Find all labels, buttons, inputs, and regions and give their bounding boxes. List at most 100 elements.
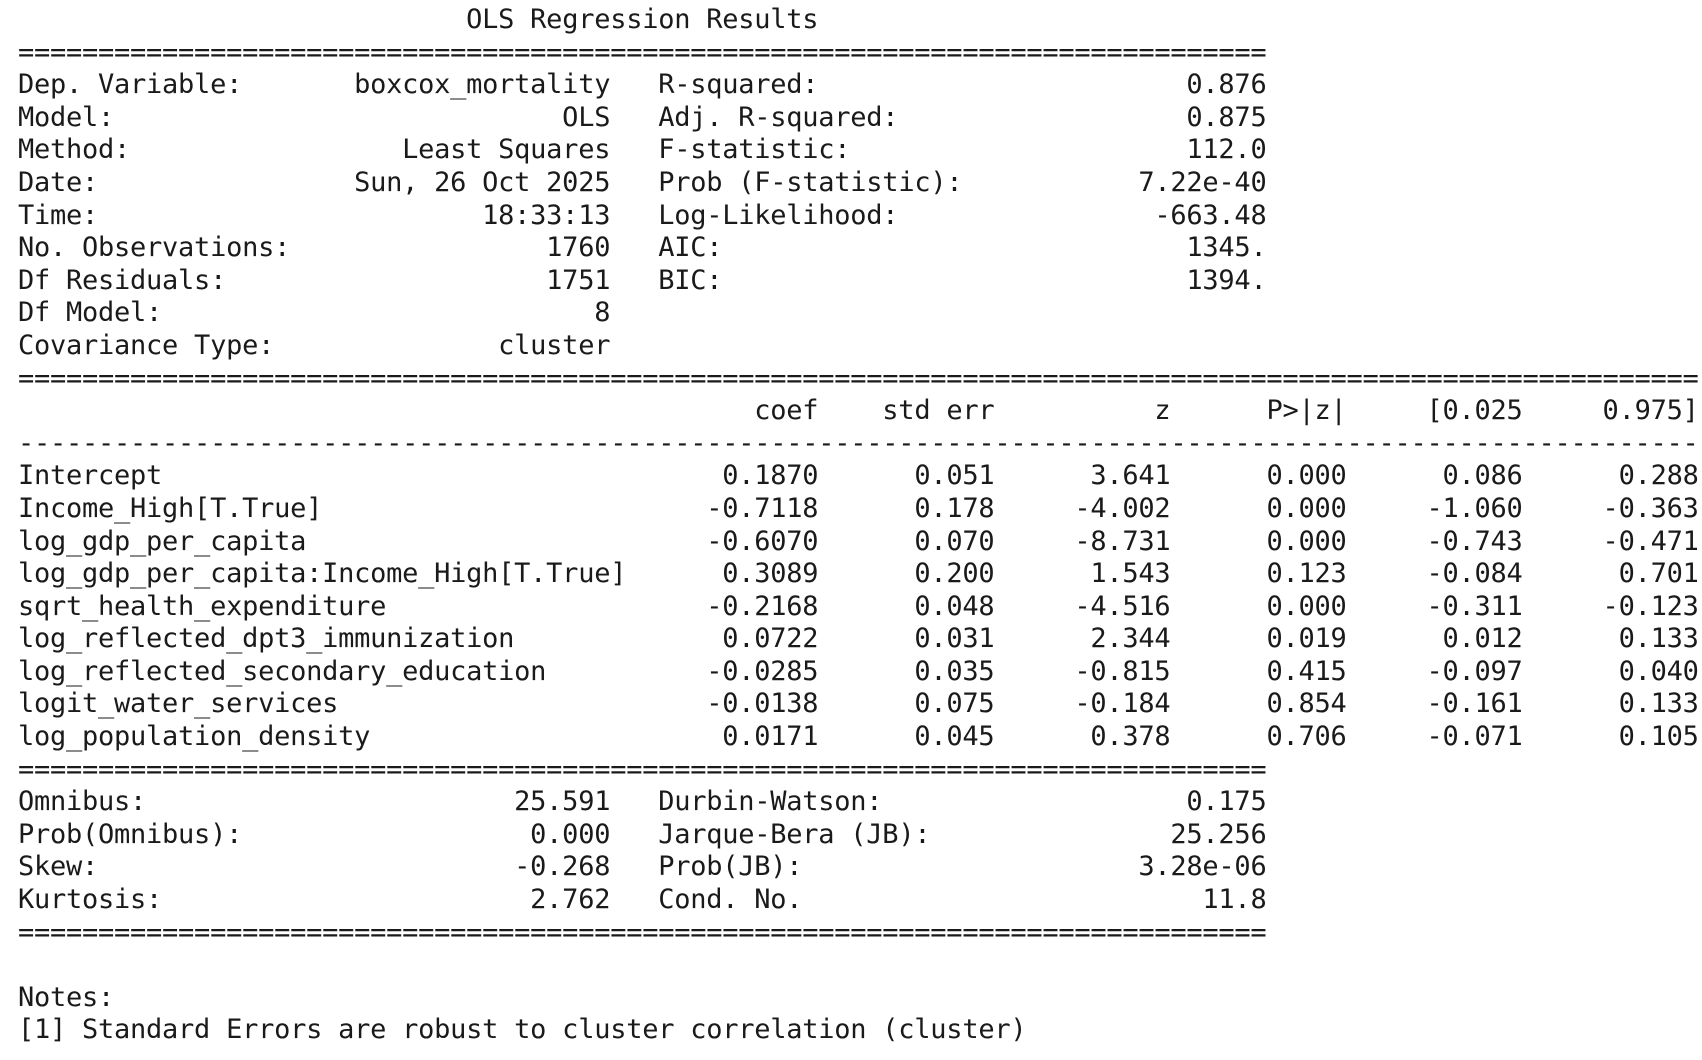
variable-name: Intercept <box>18 460 643 492</box>
stat-label: Date: <box>18 166 339 198</box>
table-cell: 1.543 <box>994 558 1171 590</box>
title-line: OLS Regression Results <box>18 4 1699 37</box>
table-row: log_reflected_dpt3_immunization 0.0722 0… <box>18 623 1699 656</box>
table-cell: -0.084 <box>1346 558 1523 590</box>
gap <box>610 232 658 263</box>
stat-value: 1751 <box>338 264 611 296</box>
variable-name: log_population_density <box>18 721 643 753</box>
table-cell: 0.040 <box>1522 655 1699 687</box>
stat-value: 0.175 <box>1010 786 1267 818</box>
notes-heading-line: Notes: <box>18 982 1699 1015</box>
top-stats-row: No. Observations: 1760 AIC: 1345. <box>18 232 1699 265</box>
table-cell: 0.0171 <box>642 721 819 753</box>
stat-label: BIC: <box>658 264 1011 296</box>
stat-label: Skew: <box>18 851 339 883</box>
table-cell: 0.133 <box>1522 623 1699 655</box>
column-header: z <box>994 395 1171 427</box>
bottom-stats-row: Prob(Omnibus): 0.000 Jarque-Bera (JB): 2… <box>18 819 1699 852</box>
table-cell: -0.123 <box>1522 590 1699 622</box>
ols-summary: OLS Regression Results ==================… <box>18 4 1699 1047</box>
table-cell: 0.378 <box>994 721 1171 753</box>
top-stats-row: Model: OLS Adj. R-squared: 0.875 <box>18 102 1699 135</box>
table-cell: 0.1870 <box>642 460 819 492</box>
bottom-stats-row: Kurtosis: 2.762 Cond. No. 11.8 <box>18 884 1699 917</box>
table-row: sqrt_health_expenditure -0.2168 0.048 -4… <box>18 591 1699 624</box>
stat-value: 3.28e-06 <box>1010 851 1267 883</box>
table-cell: 3.641 <box>994 460 1171 492</box>
table-row: log_population_density 0.0171 0.045 0.37… <box>18 721 1699 754</box>
rule-double-wide: ========================================… <box>18 363 1699 396</box>
table-cell: -4.002 <box>994 492 1171 524</box>
stat-label: Durbin-Watson: <box>658 786 1011 818</box>
variable-name: log_reflected_secondary_education <box>18 655 643 687</box>
table-cell: -0.0138 <box>642 688 819 720</box>
rule-single-chars: ----------------------------------------… <box>18 427 1699 459</box>
table-cell: -0.0285 <box>642 655 819 687</box>
table-cell: -0.071 <box>1346 721 1523 753</box>
table-cell: 0.070 <box>818 525 995 557</box>
stat-value: 7.22e-40 <box>1010 166 1267 198</box>
table-cell: 0.000 <box>1170 590 1347 622</box>
table-cell: -0.743 <box>1346 525 1523 557</box>
stat-value: 25.591 <box>338 786 611 818</box>
stat-value: 0.875 <box>1010 101 1267 133</box>
table-cell: 0.045 <box>818 721 995 753</box>
stat-label: No. Observations: <box>18 232 339 264</box>
bottom-stats-row: Skew: -0.268 Prob(JB): 3.28e-06 <box>18 851 1699 884</box>
coef-header-row: coef std err z P>|z| [0.025 0.975] <box>18 395 1699 428</box>
stat-value: 1394. <box>1010 264 1267 296</box>
stat-value: 112.0 <box>1010 134 1267 166</box>
gap <box>610 134 658 165</box>
table-cell: 0.086 <box>1346 460 1523 492</box>
stat-label: Cond. No. <box>658 884 1011 916</box>
variable-name: log_reflected_dpt3_immunization <box>18 623 643 655</box>
rule-double-top: ========================================… <box>18 37 1699 70</box>
table-cell: -8.731 <box>994 525 1171 557</box>
top-stats-row: Df Model: 8 <box>18 297 1699 330</box>
stat-value: boxcox_mortality <box>338 69 611 101</box>
stat-value: 1760 <box>338 232 611 264</box>
table-cell: 0.075 <box>818 688 995 720</box>
table-row: Intercept 0.1870 0.051 3.641 0.000 0.086… <box>18 460 1699 493</box>
table-cell: -0.6070 <box>642 525 819 557</box>
stat-label: AIC: <box>658 232 1011 264</box>
stat-label: Prob(JB): <box>658 851 1011 883</box>
table-row: logit_water_services -0.0138 0.075 -0.18… <box>18 688 1699 721</box>
stat-value: 0.000 <box>338 818 611 850</box>
table-row: log_gdp_per_capita:Income_High[T.True] 0… <box>18 558 1699 591</box>
title-pad <box>18 4 466 35</box>
rule-double-bottom: ========================================… <box>18 917 1699 950</box>
bottom-stats-row: Omnibus: 25.591 Durbin-Watson: 0.175 <box>18 786 1699 819</box>
table-cell: 2.344 <box>994 623 1171 655</box>
table-cell: -0.7118 <box>642 492 819 524</box>
stat-label: Omnibus: <box>18 786 339 818</box>
stat-label: Prob (F-statistic): <box>658 166 1011 198</box>
stat-value: 0.876 <box>1010 69 1267 101</box>
stat-label: Prob(Omnibus): <box>18 818 339 850</box>
stat-label: Covariance Type: <box>18 329 339 361</box>
name-col-pad <box>18 395 642 426</box>
stat-value: 25.256 <box>1010 818 1267 850</box>
table-cell: -4.516 <box>994 590 1171 622</box>
top-stats-row: Method: Least Squares F-statistic: 112.0 <box>18 134 1699 167</box>
gap <box>610 200 658 231</box>
rule-double-bottom-chars: ========================================… <box>18 916 1267 948</box>
gap <box>610 167 658 198</box>
table-cell: 0.288 <box>1522 460 1699 492</box>
stat-label: F-statistic: <box>658 134 1011 166</box>
table-cell: 0.0722 <box>642 623 819 655</box>
top-stats-row: Covariance Type: cluster <box>18 330 1699 363</box>
gap <box>610 265 658 296</box>
column-header: coef <box>642 395 819 427</box>
table-cell: 0.706 <box>1170 721 1347 753</box>
gap <box>610 69 658 100</box>
stat-value: Sun, 26 Oct 2025 <box>338 166 611 198</box>
table-cell: 0.019 <box>1170 623 1347 655</box>
stat-value: OLS <box>338 101 611 133</box>
column-header: P>|z| <box>1170 395 1347 427</box>
stat-value: cluster <box>338 329 611 361</box>
table-cell: 0.415 <box>1170 655 1347 687</box>
table-cell: 0.3089 <box>642 558 819 590</box>
page-title: OLS Regression Results <box>466 4 819 35</box>
variable-name: Income_High[T.True] <box>18 492 643 524</box>
